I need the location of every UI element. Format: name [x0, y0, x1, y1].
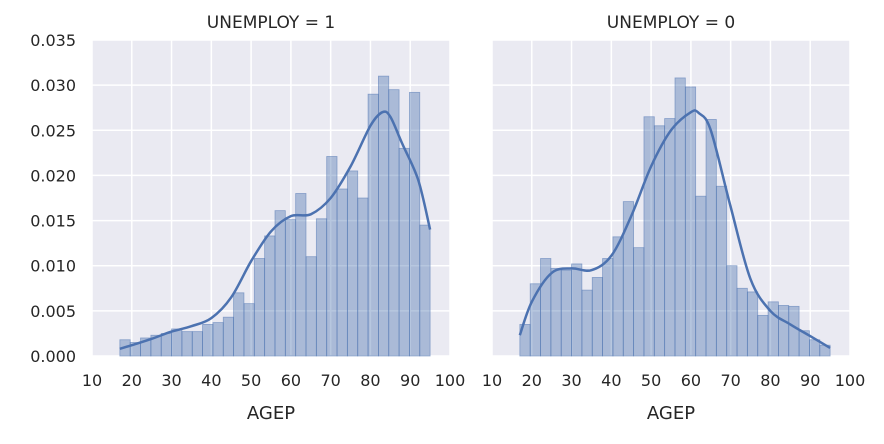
- histogram-bar: [684, 86, 697, 357]
- histogram-bar: [757, 314, 769, 357]
- histogram-bar: [705, 119, 717, 357]
- y-tick-label: 0.020: [30, 166, 76, 185]
- histogram-bar: [346, 170, 359, 357]
- histogram-bar: [398, 147, 410, 357]
- histogram-bar: [633, 247, 645, 357]
- histogram-bar: [357, 197, 369, 357]
- histogram-bar: [643, 116, 655, 357]
- x-tick-label: 90: [800, 371, 820, 390]
- histogram-bar: [171, 328, 183, 357]
- y-tick-label: 0.035: [30, 31, 76, 50]
- histogram-bar: [191, 331, 203, 357]
- histogram-bar: [612, 236, 624, 357]
- panel-title: UNEMPLOY = 1: [207, 13, 335, 33]
- histogram-bar: [160, 333, 172, 357]
- y-tick-label: 0.030: [30, 76, 76, 95]
- histogram-bar: [315, 218, 328, 357]
- histogram-bar: [550, 268, 562, 357]
- x-tick-label: 40: [201, 371, 221, 390]
- x-tick-label: 10: [82, 371, 102, 390]
- x-tick-label: 30: [561, 371, 581, 390]
- plot-area: [492, 40, 850, 356]
- histogram-bar: [571, 263, 583, 357]
- x-tick-label: 70: [320, 371, 340, 390]
- x-tick-label: 30: [161, 371, 181, 390]
- histogram-bar: [181, 331, 193, 357]
- y-tick-label: 0.010: [30, 257, 76, 276]
- x-axis-label: AGEP: [247, 403, 295, 424]
- x-tick-label: 20: [122, 371, 142, 390]
- x-tick-label: 20: [522, 371, 542, 390]
- histogram-bar: [377, 75, 390, 357]
- histogram-bar: [736, 287, 748, 357]
- histogram-bar: [778, 305, 790, 357]
- kde-line: [518, 109, 831, 349]
- y-tick-label: 0.000: [30, 347, 76, 366]
- histogram-bar: [419, 224, 431, 357]
- panel-2: 10 20 30 40 50 60 70 80 90 100 UNEMPLOY = 0 AGEP: [482, 13, 865, 424]
- x-tick-label: 100: [435, 371, 466, 390]
- x-tick-label: 60: [281, 371, 301, 390]
- y-tick-label: 0.005: [30, 302, 76, 321]
- histogram-bar: [726, 265, 738, 357]
- kde-line: [119, 110, 432, 350]
- histogram-bar: [591, 277, 603, 357]
- histogram-bar: [274, 210, 286, 357]
- histogram-bar: [264, 235, 276, 357]
- histogram-bar: [653, 125, 666, 357]
- histogram-bar: [715, 185, 728, 357]
- x-tick-label: 80: [760, 371, 780, 390]
- histogram-bar: [409, 91, 421, 357]
- histogram-bar: [367, 93, 379, 357]
- histogram-bar: [202, 323, 214, 357]
- histogram-bar: [326, 156, 338, 357]
- histogram-bar: [664, 118, 676, 357]
- histogram-bar: [305, 256, 317, 357]
- histogram-bar: [284, 219, 297, 357]
- panel-title: UNEMPLOY = 0: [607, 13, 735, 33]
- x-tick-label: 70: [720, 371, 740, 390]
- histogram-bar: [581, 289, 593, 357]
- histogram-bar: [222, 316, 235, 357]
- panel-1: 10 20 30 40 50 60 70 80 90 100 0.000 0.005 0.010 0.01…: [30, 13, 465, 424]
- x-tick-label: 50: [641, 371, 661, 390]
- x-tick-label: 80: [360, 371, 380, 390]
- y-tick-label: 0.025: [30, 121, 76, 140]
- histogram-bar: [253, 258, 266, 357]
- x-tick-label: 60: [681, 371, 701, 390]
- histogram-bar: [695, 195, 707, 357]
- x-tick-label: 100: [835, 371, 866, 390]
- histogram-bar: [746, 291, 759, 357]
- histogram-bar: [602, 258, 614, 357]
- histogram-bar: [540, 258, 552, 357]
- histogram-bar: [212, 322, 224, 357]
- x-tick-label: 50: [241, 371, 261, 390]
- histogram-bar: [788, 305, 800, 357]
- histogram-bar: [560, 269, 572, 357]
- histogram-bar: [336, 188, 348, 357]
- x-tick-label: 40: [601, 371, 621, 390]
- y-tick-label: 0.015: [30, 212, 76, 231]
- x-tick-label: 90: [400, 371, 420, 390]
- histogram-bar: [295, 193, 307, 357]
- histogram-bar: [233, 292, 245, 357]
- plot-area: [92, 40, 450, 356]
- histogram-bar: [243, 303, 255, 357]
- x-axis-label: AGEP: [647, 403, 695, 424]
- x-tick-label: 10: [482, 371, 502, 390]
